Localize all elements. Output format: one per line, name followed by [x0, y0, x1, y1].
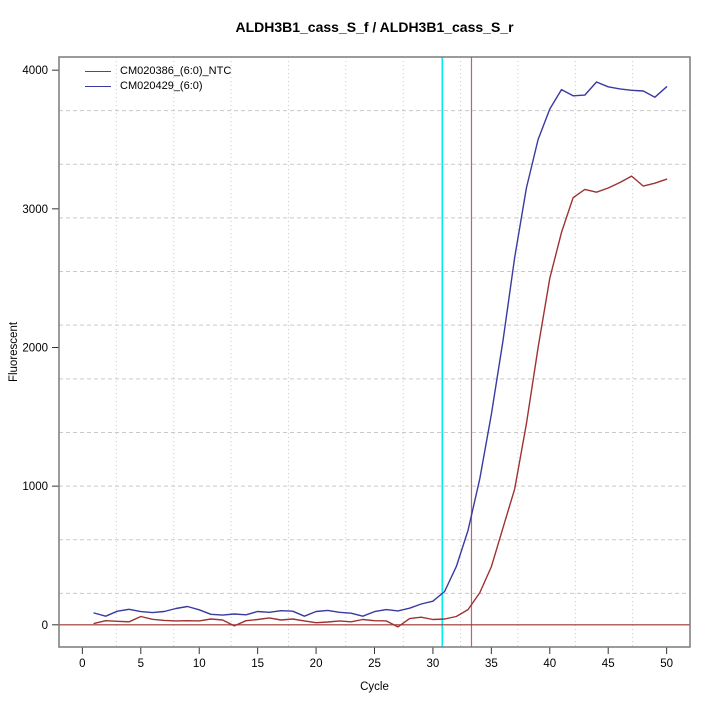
x-tick-label: 15 [251, 658, 264, 670]
legend-item: CM020429_(6:0) [85, 79, 231, 94]
x-axis-title: Cycle [360, 681, 389, 693]
legend-label: CM020429_(6:0) [120, 80, 203, 92]
legend-line-sample [85, 71, 111, 72]
x-tick-label: 0 [79, 658, 85, 670]
legend-line-sample [85, 86, 111, 87]
legend: CM020386_(6:0)_NTC CM020429_(6:0) [85, 64, 231, 94]
y-tick-label: 1000 [22, 481, 48, 493]
x-tick-label: 40 [543, 658, 556, 670]
y-tick-label: 3000 [22, 204, 48, 216]
y-axis-title: Fluorescent [8, 321, 20, 383]
x-tick-label: 10 [193, 658, 206, 670]
series-curve-1 [93, 81, 668, 617]
x-tick-label: 30 [427, 658, 440, 670]
x-tick-label: 50 [660, 658, 673, 670]
series-curve-0 [93, 175, 668, 628]
legend-label: CM020386_(6:0)_NTC [120, 65, 232, 77]
chart-title: ALDH3B1_cass_S_f / ALDH3B1_cass_S_r [235, 19, 514, 35]
y-tick-label: 0 [42, 620, 48, 632]
plot-box [58, 56, 691, 648]
x-tick-label: 35 [485, 658, 498, 670]
x-tick-label: 5 [138, 658, 144, 670]
y-tick-label: 4000 [22, 65, 48, 77]
legend-item: CM020386_(6:0)_NTC [85, 64, 231, 79]
x-tick-label: 25 [368, 658, 381, 670]
y-tick-label: 2000 [22, 342, 48, 354]
x-tick-label: 20 [310, 658, 323, 670]
x-tick-label: 45 [602, 658, 615, 670]
